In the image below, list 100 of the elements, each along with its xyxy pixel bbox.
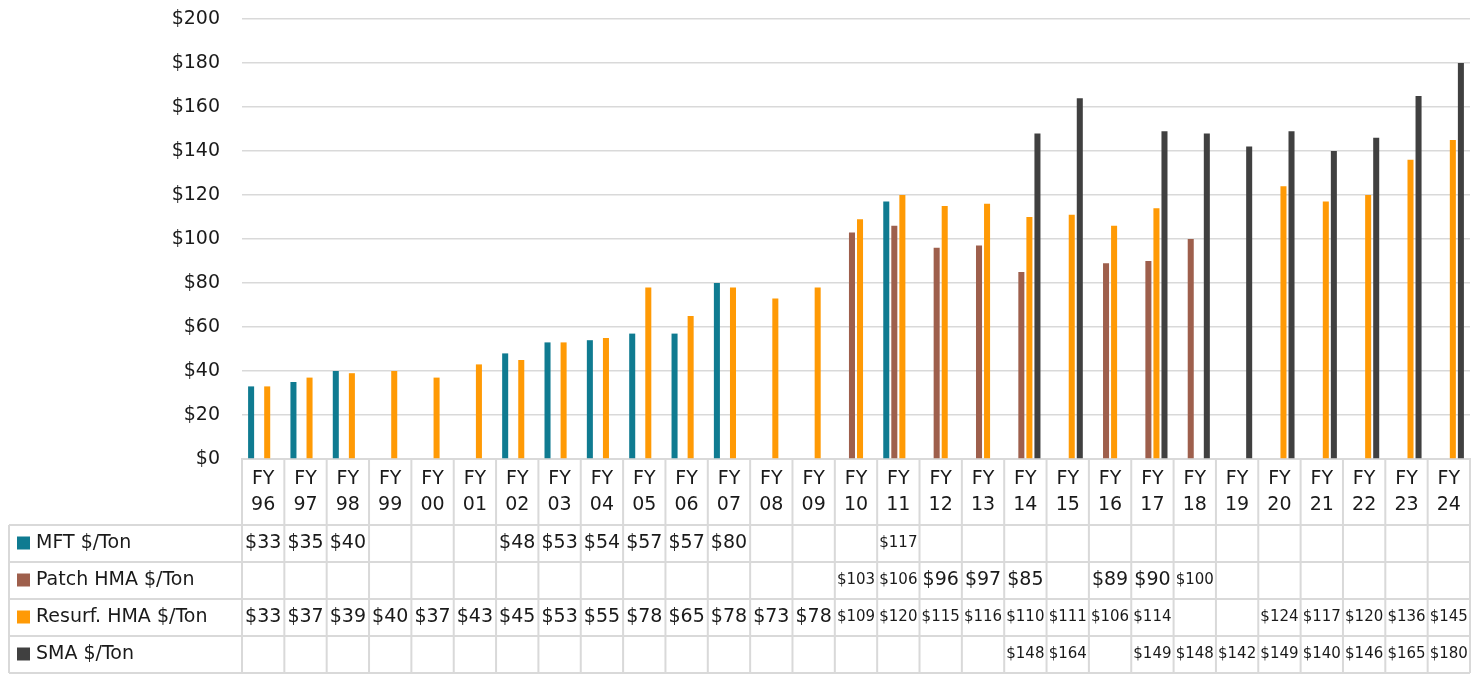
bar <box>1076 98 1083 459</box>
x-tick-label: FY 12 <box>928 465 953 514</box>
data-label: $124 <box>1260 607 1299 626</box>
data-label: $103 <box>836 570 876 589</box>
bar <box>1415 96 1422 459</box>
bar <box>1365 195 1372 459</box>
data-label: $40 <box>329 530 366 553</box>
data-label: $114 <box>1133 607 1172 626</box>
bar <box>1246 146 1253 459</box>
bar <box>1373 137 1380 459</box>
data-label: $97 <box>964 567 1002 590</box>
bar <box>475 364 482 459</box>
y-tick-label: $100 <box>171 225 220 248</box>
bar <box>729 287 737 459</box>
x-tick-label: FY 23 <box>1394 465 1419 514</box>
bar <box>290 382 297 459</box>
bar <box>629 333 636 459</box>
bar <box>899 195 906 459</box>
data-label: $106 <box>879 570 918 589</box>
data-label: $89 <box>1091 567 1129 590</box>
bar <box>713 283 720 459</box>
x-tick-label: FY 16 <box>1097 465 1123 514</box>
data-label: $180 <box>1429 644 1468 663</box>
y-tick-label: $0 <box>195 445 220 468</box>
bar <box>671 333 678 459</box>
data-label: $37 <box>414 604 451 627</box>
bar <box>1407 159 1414 459</box>
bar <box>586 340 593 459</box>
data-label: $53 <box>541 604 578 627</box>
bar <box>687 316 694 459</box>
y-tick-label: $120 <box>171 181 220 204</box>
legend-label: MFT $/Ton <box>36 530 132 553</box>
bar <box>264 386 271 459</box>
x-tick-label: FY 18 <box>1182 465 1207 514</box>
legend-label: Resurf. HMA $/Ton <box>36 604 208 627</box>
bar <box>984 203 991 459</box>
data-label: $148 <box>1006 644 1045 663</box>
x-tick-label: FY 10 <box>843 465 869 514</box>
bar <box>332 371 339 459</box>
x-tick-label: FY 03 <box>547 465 572 514</box>
x-tick-label: FY 20 <box>1267 465 1292 514</box>
bar <box>1018 272 1025 459</box>
bar <box>248 386 255 459</box>
bar <box>348 373 355 459</box>
bar <box>1161 131 1168 459</box>
bar <box>814 287 821 459</box>
data-label: $54 <box>583 530 621 553</box>
data-label: $33 <box>245 604 282 627</box>
data-label: $165 <box>1387 644 1426 663</box>
data-label: $120 <box>1345 607 1384 626</box>
legend-label: SMA $/Ton <box>36 641 135 664</box>
bar <box>1457 63 1464 459</box>
bar <box>502 353 509 459</box>
data-label: $78 <box>710 604 748 627</box>
x-tick-label: FY 17 <box>1140 465 1165 514</box>
legend-label: Patch HMA $/Ton <box>36 567 195 590</box>
x-tick-label: FY 00 <box>420 465 445 514</box>
data-label: $149 <box>1133 644 1172 663</box>
x-tick-label: FY 05 <box>632 465 657 514</box>
data-label: $136 <box>1387 607 1426 626</box>
data-label: $146 <box>1345 644 1384 663</box>
bar <box>1026 217 1033 459</box>
bar <box>1187 239 1194 459</box>
bar <box>891 225 898 459</box>
data-label: $57 <box>626 530 663 553</box>
x-tick-label: FY 99 <box>378 465 403 514</box>
data-label: $120 <box>879 607 918 626</box>
bar <box>1153 208 1160 459</box>
x-tick-label: FY 11 <box>886 465 911 514</box>
y-tick-label: $200 <box>171 5 220 28</box>
data-label: $57 <box>668 530 705 553</box>
bar <box>306 377 313 459</box>
data-label: $149 <box>1260 644 1299 663</box>
data-label: $65 <box>668 604 705 627</box>
bar <box>1034 133 1041 459</box>
y-tick-label: $180 <box>171 49 220 72</box>
data-label: $73 <box>753 604 790 627</box>
data-label: $115 <box>921 607 960 626</box>
data-label: $117 <box>879 533 918 552</box>
x-tick-label: FY 09 <box>801 465 826 514</box>
data-label: $55 <box>583 604 621 627</box>
x-tick-label: FY 04 <box>589 465 615 514</box>
bar <box>1111 225 1118 459</box>
data-label: $140 <box>1302 644 1341 663</box>
x-tick-label: FY 02 <box>505 465 530 514</box>
data-label: $78 <box>626 604 663 627</box>
bar <box>645 287 652 459</box>
bar <box>1280 186 1287 459</box>
data-label: $85 <box>1007 567 1044 590</box>
bar <box>1322 201 1329 459</box>
bar <box>1330 151 1337 459</box>
bar <box>933 247 940 459</box>
x-tick-label: FY 08 <box>759 465 784 514</box>
data-label: $39 <box>329 604 366 627</box>
data-label: $40 <box>372 604 409 627</box>
y-tick-label: $20 <box>183 401 220 424</box>
bar <box>1103 263 1110 459</box>
x-tick-label: FY 96 <box>251 465 276 514</box>
bar <box>391 371 398 459</box>
data-label: $35 <box>287 530 324 553</box>
